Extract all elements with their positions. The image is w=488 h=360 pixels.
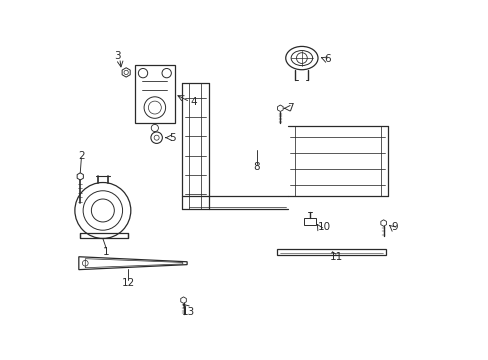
Text: 8: 8 xyxy=(253,162,260,172)
Text: 1: 1 xyxy=(103,247,109,257)
Text: 2: 2 xyxy=(78,150,84,161)
Text: 6: 6 xyxy=(324,54,331,64)
Text: 13: 13 xyxy=(182,307,195,317)
Text: 5: 5 xyxy=(168,133,175,143)
Text: 7: 7 xyxy=(286,103,293,113)
Text: 11: 11 xyxy=(328,252,342,262)
Bar xyxy=(304,218,315,225)
Text: 3: 3 xyxy=(114,51,120,61)
Text: 10: 10 xyxy=(317,222,330,232)
Text: 9: 9 xyxy=(390,222,397,232)
Bar xyxy=(276,249,386,255)
Text: 12: 12 xyxy=(121,278,134,288)
Bar xyxy=(135,65,174,123)
Text: 4: 4 xyxy=(190,97,197,107)
